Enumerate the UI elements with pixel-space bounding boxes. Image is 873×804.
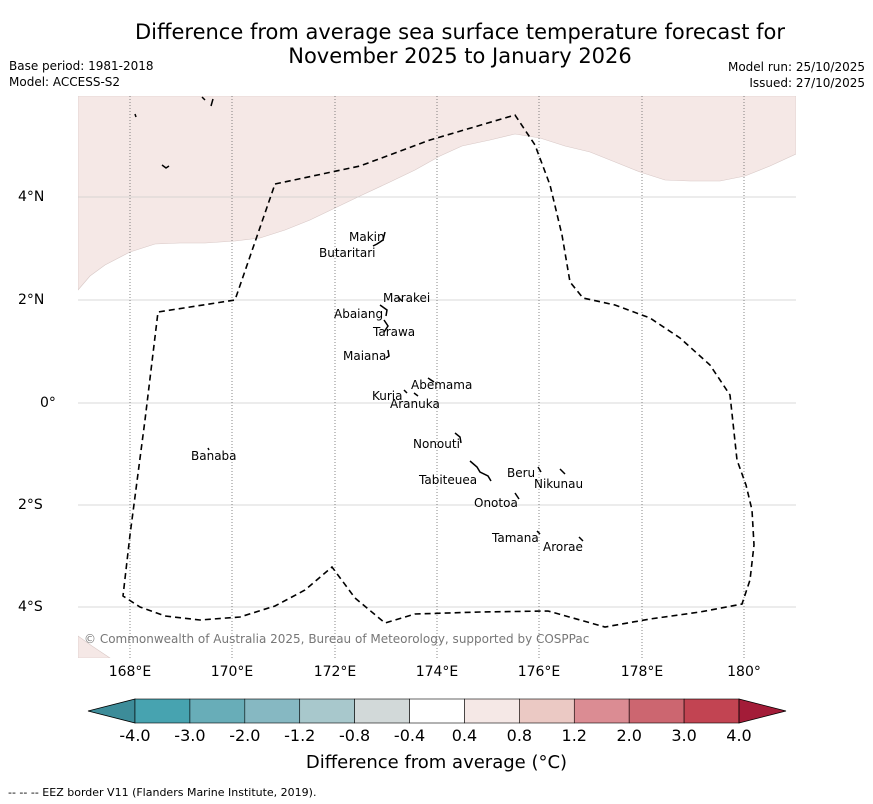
colorbar-segment [573,698,630,724]
colorbar-extend-high [738,698,787,724]
title-line-2: November 2025 to January 2026 [288,44,632,68]
island-tabiteuea [469,460,492,482]
island-abemama [427,377,435,383]
colorbar-tick-label: -1.2 [284,726,316,745]
anomaly-region-north [78,96,796,291]
base-period: Base period: 1981-2018 [9,59,154,73]
island-north-1 [201,96,206,101]
model-run: Model run: 25/10/2025 [727,60,865,74]
island-maiana [385,349,390,359]
place-label-onotoa: Onotoa [474,496,518,510]
island-aranuka [413,392,419,397]
colorbar-segment [189,698,246,724]
colorbar-tick-label: 0.4 [451,726,478,745]
anomaly-region-southwest [78,635,111,658]
colorbar-segment [299,698,355,724]
colorbar-tick-label: -4.0 [119,726,151,745]
place-label-tabiteuea: Tabiteuea [419,473,478,487]
place-label-tarawa: Tarawa [373,325,416,339]
island-abaiang [379,304,388,317]
lat-label-4s: 4°S [18,599,43,615]
lon-label-170e: 170°E [210,664,254,680]
island-north-2 [210,98,214,107]
colorbar-tick-label: 4.0 [726,726,752,745]
colorbar-segment [354,698,410,724]
place-label-nonouti: Nonouti [413,437,460,451]
issued-date: Issued: 27/10/2025 [749,76,865,90]
island-kuria [403,389,408,394]
meta-right: Model run: 25/10/2025 Issued: 27/10/2025 [728,59,865,91]
colorbar-tick-label: -0.4 [393,726,426,745]
colorbar-segments [134,698,740,724]
lat-label-equator: 0° [40,395,56,411]
chart-title: Difference from average sea surface temp… [100,20,820,68]
colorbar-segment [464,698,520,724]
island-onotoa [514,492,520,500]
island-north-3 [134,113,137,118]
place-label-abemama: Abemama [411,378,473,392]
colorbar-segment [134,698,191,724]
lon-label-172e: 172°E [313,664,357,680]
colorbar-tick-label: 1.2 [561,726,587,745]
place-label-makin: Makin [349,230,385,244]
islands [134,96,584,542]
colorbar-segment [628,698,685,724]
place-label-beru: Beru [507,466,536,480]
island-beru [537,466,542,473]
colorbar-segment [244,698,301,724]
island-north-4 [161,164,170,169]
lon-label-168e: 168°E [108,664,152,680]
place-label-aranuka: Aranuka [390,397,440,411]
colorbar-segment [683,698,740,724]
map-area [78,96,796,658]
place-label-maiana: Maiana [343,349,387,363]
island-banaba [207,447,210,451]
place-label-abaiang: Abaiang [334,307,384,321]
place-label-kuria: Kuria [372,389,403,403]
eez-border [122,114,755,628]
place-label-arorae: Arorae [543,540,583,554]
place-label-nikunau: Nikunau [534,477,584,491]
colorbar-extend-low [87,698,136,724]
colorbar-tick-label: -3.0 [174,726,206,745]
colorbar-tick-label: -0.8 [339,726,371,745]
island-tamana [536,530,541,535]
colorbar-segment [409,698,465,724]
lat-label-4n: 4°N [18,189,45,205]
place-label-tamana: Tamana [492,531,539,545]
meridians [129,96,745,658]
island-arorae [578,536,584,542]
colorbar-tick-label: 3.0 [671,726,697,745]
colorbar-tick-label: 2.0 [616,726,642,745]
colorbar [87,698,787,724]
copyright-notice: © Commonwealth of Australia 2025, Bureau… [84,632,590,646]
island-tarawa [383,319,389,333]
place-label-butaritari: Butaritari [319,246,376,260]
lon-label-178e: 178°E [620,664,664,680]
colorbar-tick-label: -2.0 [229,726,261,745]
colorbar-segment [519,698,575,724]
island-nikunau [559,468,566,475]
eez-legend: -- -- -- EEZ border V11 (Flanders Marine… [8,786,317,799]
lon-label-180: 180° [727,664,761,680]
lat-label-2n: 2°N [18,292,45,308]
model-name: Model: ACCESS-S2 [9,75,121,89]
island-marakei [397,296,403,302]
island-makin-butaritari [372,231,386,247]
lat-label-2s: 2°S [18,497,43,513]
meta-left: Base period: 1981-2018 Model: ACCESS-S2 [9,58,154,90]
place-label-banaba: Banaba [191,449,237,463]
title-line-1: Difference from average sea surface temp… [135,20,785,44]
island-nonouti [454,432,462,444]
lon-label-174e: 174°E [415,664,459,680]
colorbar-tick-label: 0.8 [506,726,533,745]
colorbar-title: Difference from average (°C) [305,752,568,773]
place-label-marakei: Marakei [383,291,431,305]
lon-label-176e: 176°E [517,664,561,680]
